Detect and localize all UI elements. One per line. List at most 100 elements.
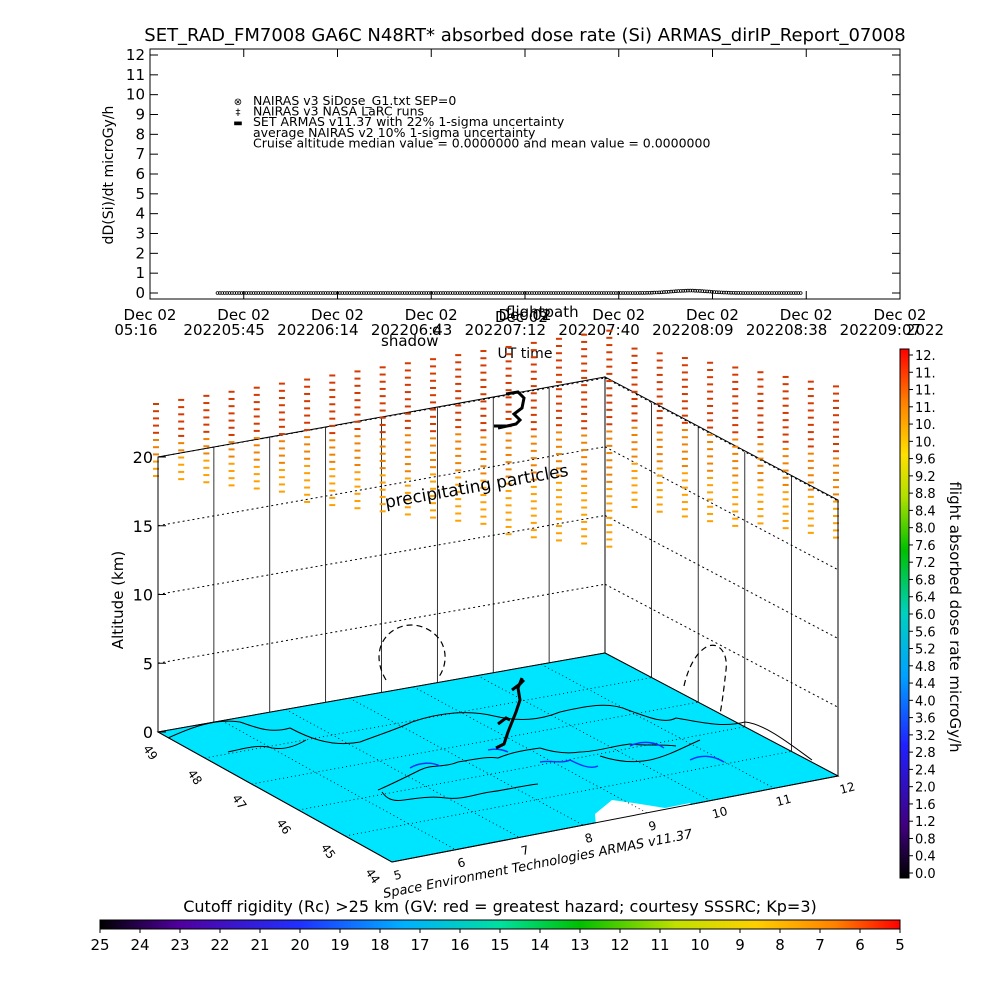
rc-tick-label: 5 (895, 936, 905, 954)
top-y-tick-label: 10 (126, 86, 145, 104)
nairas-point (227, 291, 232, 295)
top-x-tick-date: Dec 02 (686, 306, 739, 324)
longitude-axis: 5 6 7 8 9 10 11 12 (392, 779, 856, 882)
longitude-tick-label: 12 (838, 779, 856, 796)
top-x-axis-label: UT time (498, 346, 553, 362)
altitude-tick-label: 20 (133, 448, 153, 467)
precipitating-particles (153, 329, 839, 548)
nairas-point (249, 291, 253, 295)
colorbar-tick-label: 6.8 (915, 573, 936, 588)
rc-tick-label: 21 (250, 936, 269, 954)
latitude-tick-label: 46 (274, 816, 294, 837)
shadow-contour-left (378, 624, 446, 681)
cutoff-rigidity-gradient (99, 919, 901, 930)
colorbar-tick-label: 6.4 (915, 591, 936, 606)
colorbar-tick-label: 0.8 (915, 832, 936, 847)
colorbar-tick-label: 0.0 (915, 867, 936, 882)
colorbar-tick-label: 1.2 (915, 815, 936, 830)
colorbar-tick-label: 10. (915, 435, 936, 450)
map-grid-line (540, 663, 775, 789)
rc-tick-label: 13 (570, 936, 589, 954)
colorbar-tick-label: 9.6 (915, 453, 936, 468)
rc-tick-label: 11 (650, 936, 669, 954)
latitude-tick-label: 45 (318, 841, 338, 862)
nairas-point (232, 291, 237, 295)
top-x-tick-time: 202207:40 (558, 321, 639, 339)
top-y-axis-label: dD(Si)/dt microGy/h (101, 106, 117, 245)
nairas-point (798, 291, 803, 295)
top-x-tick-date: Dec 02 (780, 306, 833, 324)
altitude-axis: 0 5 10 15 20 (133, 448, 166, 742)
nairas-point (215, 291, 220, 295)
top-x-tick-time: 2022 (906, 321, 944, 339)
top-x-tick-date: Dec 02 (499, 306, 552, 324)
top-x-tick-time: 202209:07 (840, 321, 921, 339)
top-x-tick-time: 202208:38 (746, 321, 827, 339)
top-x-tick-time: 202205:45 (183, 321, 264, 339)
flightpath-trace (494, 390, 526, 430)
altitude-tick-label: 15 (133, 517, 153, 536)
colorbar-tick-label: 4.4 (915, 677, 936, 692)
colorbar-ticks: 12. 11. 11. 11. 10. 10. 9.6 9.2 8.8 8.4 8.0 7.6 7.2 6… (909, 349, 936, 882)
colorbar-tick-label: 3.2 (915, 729, 936, 744)
rc-tick-label: 10 (690, 936, 709, 954)
top-x-tick-time: 202206:43 (371, 321, 452, 339)
colorbar-gradient (899, 348, 910, 879)
colorbar-tick-label: 1.6 (915, 798, 936, 813)
rc-tick-label: 7 (815, 936, 825, 954)
longitude-tick-label: 7 (520, 843, 531, 859)
rc-tick-label: 8 (775, 936, 785, 954)
top-y-tick-label: 2 (135, 244, 145, 262)
legend-symbol: ⊗ (234, 97, 242, 108)
map-grid-line (349, 697, 584, 826)
map-lakes (409, 741, 725, 769)
legend-entry: average NAIRAS v2 10% 1-sigma uncertaint… (253, 125, 536, 140)
colorbar-tick-label: 2.8 (915, 746, 936, 761)
top-y-tick-label: 6 (135, 165, 145, 183)
ground-flight-track (495, 677, 526, 750)
top-y-tick-label: 4 (135, 205, 145, 223)
rc-tick-label: 19 (330, 936, 349, 954)
latitude-tick-label: 48 (185, 767, 205, 788)
colorbar-tick-label: 11. (915, 401, 936, 416)
latitude-tick-label: 44 (363, 866, 383, 887)
colorbar-tick-label: 11. (915, 384, 936, 399)
dose-rate-colorbar: 12. 11. 11. 11. 10. 10. 9.6 9.2 8.8 8.4 8.0 7.6 7.2 6… (899, 348, 964, 882)
longitude-tick-label: 5 (392, 867, 403, 883)
longitude-tick-label: 9 (647, 818, 658, 834)
legend-entry: NAIRAS v3 NASA LaRC runs (253, 104, 424, 119)
rc-tick-label: 20 (290, 936, 309, 954)
wall-grid-horizontal (604, 583, 839, 708)
map-grid-line (221, 720, 456, 851)
overlay-label-shadow: shadow (381, 332, 438, 350)
longitude-tick-label: 10 (711, 804, 729, 821)
longitude-tick-label: 8 (583, 831, 594, 847)
colorbar-tick-label: 12. (915, 349, 936, 364)
top-x-tick-date: Dec 02 (124, 306, 177, 324)
top-y-tick-label: 7 (135, 145, 145, 163)
legend-symbol: ▬ (233, 118, 242, 129)
top-y-tick-label: 3 (135, 225, 145, 243)
colorbar-tick-label: 2.4 (915, 763, 936, 778)
nairas-series (215, 288, 803, 295)
top-x-tick-date: Dec 02 (405, 306, 458, 324)
longitude-tick-label: 6 (456, 855, 467, 871)
top-x-tick-date: Dec 02 (311, 306, 364, 324)
nairas-point (244, 291, 249, 295)
colorbar-tick-label: 7.6 (915, 539, 936, 554)
rc-tick-label: 24 (130, 936, 149, 954)
map-grid-line (285, 709, 520, 838)
overlay-label-dec02: Dec 02 (495, 308, 548, 326)
map-coastlines (167, 704, 813, 801)
legend-entry: SET ARMAS v11.37 with 22% 1-sigma uncert… (253, 114, 565, 129)
cutoff-rigidity-ticks: 25 24 23 22 21 20 19 18 17 16 15 14 13 12 11 10 9 8 7 6 5 (90, 929, 905, 954)
top-y-tick-label: 0 (135, 284, 145, 302)
latitude-tick-label: 49 (140, 742, 160, 763)
altitude-tick-label: 0 (143, 723, 153, 742)
page-title: SET_RAD_FM7008 GA6C N48RT* absorbed dose… (144, 25, 905, 46)
rc-tick-label: 25 (90, 936, 109, 954)
top-y-tick-label: 12 (126, 46, 145, 64)
rc-tick-label: 16 (450, 936, 469, 954)
